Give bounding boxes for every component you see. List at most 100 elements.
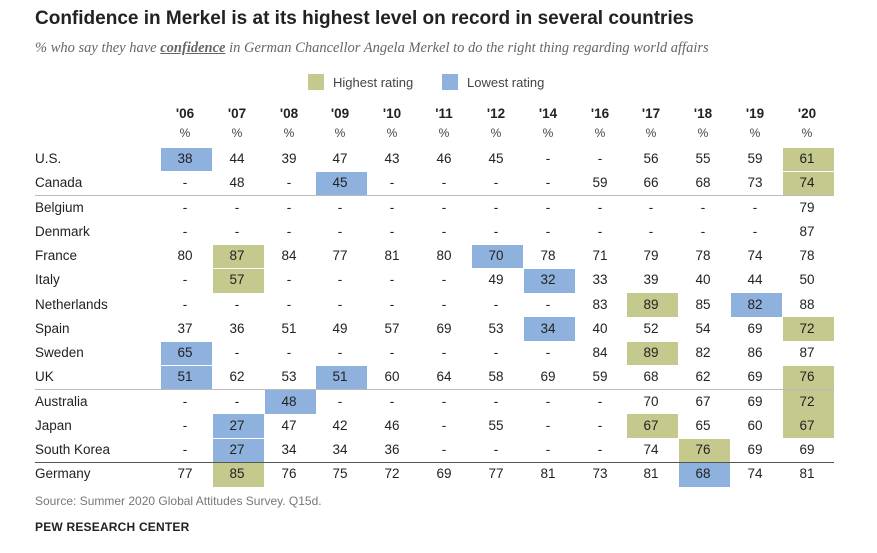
table-cell-value: -	[441, 345, 447, 360]
table-cell-value: 57	[229, 272, 245, 288]
table-cell-value: 46	[436, 151, 452, 166]
table-cell-value: 87	[799, 223, 815, 239]
table-cell-value: -	[545, 417, 551, 433]
lowest-rating-highlight	[212, 438, 264, 463]
highest-rating-highlight	[212, 268, 264, 293]
column-header-year: '17	[641, 106, 661, 121]
table-cell-value: -	[441, 272, 447, 288]
table-cell-value: -	[648, 223, 654, 239]
table-cell-value: -	[337, 272, 343, 288]
table-cell-value: 65	[177, 345, 193, 360]
lowest-rating-highlight	[471, 244, 523, 269]
table-cell-value: 70	[643, 393, 659, 409]
row-label-country: Denmark	[35, 223, 90, 239]
table-cell-value: 68	[695, 175, 711, 191]
column-header-unit: %	[645, 126, 657, 140]
column-header-unit: %	[386, 126, 398, 140]
row-label-country: Italy	[35, 272, 60, 288]
table-cell-value: -	[545, 151, 551, 166]
table-cell-value: -	[286, 199, 292, 215]
column-header-unit: %	[801, 126, 813, 140]
table-cell-value: 34	[540, 320, 556, 336]
subtitle-keyword: confidence	[160, 40, 226, 56]
table-cell-value: 69	[747, 369, 763, 385]
table-cell-value: 49	[332, 320, 348, 336]
table-cell-value: -	[545, 345, 551, 360]
table-cell-value: 68	[643, 369, 659, 385]
table-cell-value: -	[545, 393, 551, 409]
table-cell-value: -	[182, 417, 188, 433]
highest-rating-highlight	[626, 414, 678, 438]
subtitle-before: % who say they have	[35, 40, 161, 56]
table-cell-value: 80	[436, 248, 452, 263]
lowest-rating-highlight	[315, 365, 367, 390]
table-cell-value: 72	[799, 320, 815, 336]
table-cell-value: -	[234, 199, 240, 215]
table-cell-value: 69	[747, 442, 763, 457]
table-cell-value: -	[182, 175, 188, 191]
table-cell-value: 33	[592, 272, 608, 288]
table-cell-value: 72	[799, 393, 815, 409]
table-cell-value: 51	[281, 320, 297, 336]
table-cell-value: 51	[332, 369, 348, 385]
highest-rating-highlight	[782, 147, 834, 172]
table-cell-value: -	[441, 417, 447, 433]
table-cell-value: 81	[540, 466, 556, 482]
highest-rating-highlight	[782, 171, 834, 196]
row-label-country: Japan	[35, 417, 72, 433]
table-cell-value: -	[493, 175, 499, 191]
column-header-year: '18	[693, 106, 713, 121]
table-cell-value: 84	[281, 248, 297, 263]
table-cell-value: 34	[281, 442, 297, 457]
table-cell-value: -	[286, 345, 292, 360]
lowest-rating-highlight	[212, 414, 264, 438]
legend-highest-swatch	[308, 74, 324, 90]
row-label-country: U.S.	[35, 151, 62, 166]
table-cell-value: 85	[695, 296, 711, 312]
table-cell-value: -	[493, 442, 499, 457]
table-cell-value: -	[389, 175, 395, 191]
highest-rating-highlight	[782, 414, 834, 438]
legend-lowest-label: Lowest rating	[467, 74, 545, 90]
table-cell-value: 75	[332, 466, 348, 482]
table-cell-value: 32	[540, 272, 556, 288]
table-cell-value: 78	[799, 248, 815, 263]
table-cell-value: 73	[747, 175, 763, 191]
highest-rating-highlight	[626, 293, 678, 317]
table-cell-value: -	[545, 223, 551, 239]
table-cell-value: 81	[643, 466, 659, 482]
column-header-unit: %	[179, 126, 191, 140]
table-cell-value: -	[597, 393, 603, 409]
table-cell-value: 46	[384, 417, 400, 433]
table-cell-value: 60	[747, 417, 763, 433]
row-label-country: Spain	[35, 320, 70, 336]
column-header-unit: %	[231, 126, 243, 140]
column-header-unit: %	[438, 126, 450, 140]
lowest-rating-highlight	[730, 293, 782, 317]
table-cell-value: -	[752, 223, 758, 239]
column-header-year: '16	[590, 106, 610, 121]
lowest-rating-highlight	[160, 341, 212, 366]
table-cell-value: 44	[229, 151, 245, 166]
column-header-year: '20	[797, 106, 817, 121]
table-cell-value: -	[597, 199, 603, 215]
table-cell-value: 59	[592, 175, 608, 191]
table-cell-value: -	[493, 296, 499, 312]
table-cell-value: -	[389, 272, 395, 288]
highest-rating-highlight	[626, 341, 678, 366]
row-label-country: Canada	[35, 175, 83, 191]
table-cell-value: 74	[643, 442, 659, 457]
table-cell-value: -	[234, 393, 240, 409]
table-cell-value: 69	[540, 369, 556, 385]
table-cell-value: 69	[799, 442, 815, 457]
highest-rating-highlight	[782, 365, 834, 390]
table-cell-value: 38	[177, 151, 193, 166]
table-cell-value: 48	[229, 175, 245, 191]
table-cell-value: -	[286, 223, 292, 239]
table-cell-value: -	[389, 393, 395, 409]
table-cell-value: -	[182, 223, 188, 239]
table-cell-value: -	[182, 442, 188, 457]
table-cell-value: 88	[799, 296, 815, 312]
table-cell-value: 39	[281, 151, 297, 166]
